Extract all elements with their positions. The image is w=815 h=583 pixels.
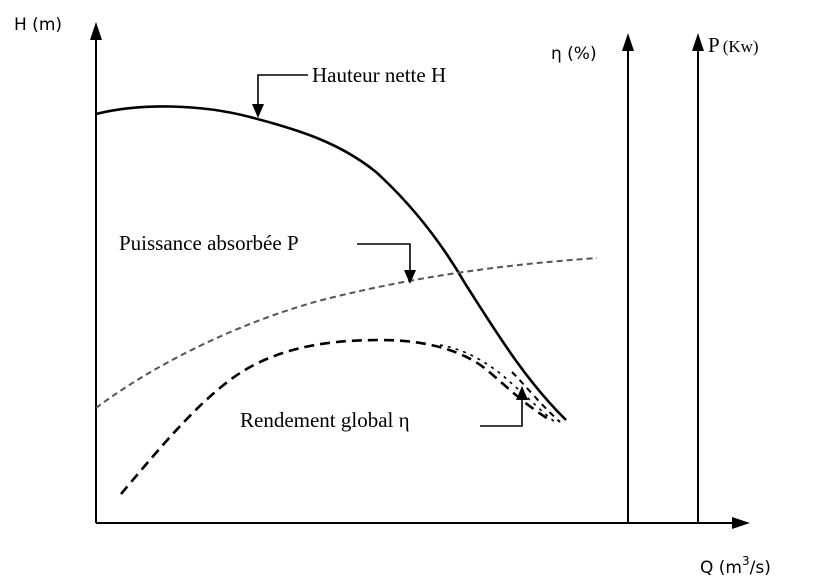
- efficiency-curve-continuation-2: [511, 371, 561, 423]
- y-axis-power-arrowhead: [692, 33, 704, 51]
- y-axis-efficiency-label: η (%): [551, 44, 597, 64]
- head-curve-label: Hauteur nette H: [312, 63, 446, 87]
- efficiency-curve-continuation: [439, 344, 557, 424]
- x-axis-flow-label-exponent: 3: [742, 554, 750, 568]
- head-curve-leader-arrow: [252, 104, 264, 118]
- y-axis-head-arrowhead: [90, 22, 102, 40]
- x-axis-flow-label-suffix: /s): [750, 558, 771, 578]
- y-axis-power-label-main: P: [708, 33, 720, 57]
- y-axis-head-label: H (m): [14, 15, 62, 35]
- power-curve-leader: [357, 243, 411, 274]
- x-axis-flow-label: Q (m3/s): [700, 554, 771, 578]
- y-axis-power-label: P (Kw): [708, 33, 759, 57]
- efficiency-curve: [120, 338, 551, 495]
- power-curve-label: Puissance absorbée P: [119, 231, 299, 255]
- x-axis-flow-label-prefix: Q (m: [700, 558, 742, 578]
- efficiency-curve-leader-arrow: [516, 386, 528, 400]
- x-axis-flow-arrowhead: [732, 517, 750, 529]
- power-curve-leader-arrow: [404, 270, 416, 284]
- head-curve: [95, 105, 567, 421]
- y-axis-power-label-unit: (Kw): [723, 37, 759, 56]
- head-curve-leader: [257, 74, 308, 108]
- y-axis-efficiency-arrowhead: [622, 33, 634, 51]
- efficiency-curve-label: Rendement global η: [240, 408, 410, 432]
- efficiency-curve-leader: [480, 396, 523, 427]
- power-curve: [95, 257, 598, 409]
